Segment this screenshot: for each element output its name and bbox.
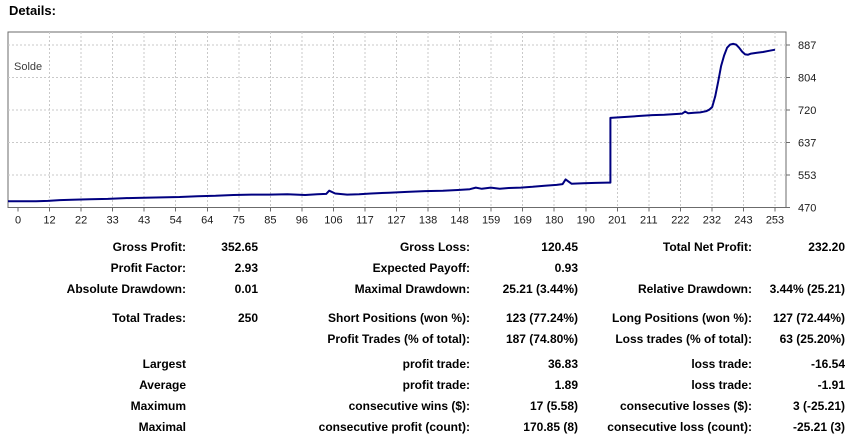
stat-label-col3: loss trade: bbox=[691, 377, 752, 392]
stat-value-col3: -25.21 (3) bbox=[792, 419, 845, 434]
stat-label-col3: Total Net Profit: bbox=[662, 239, 752, 254]
stats-table-row: Maximum consecutive wins ($): 17 (5.58) … bbox=[0, 395, 861, 416]
stat-value-col2: 120.45 bbox=[541, 239, 578, 254]
stat-label-col2: Profit Trades (% of total): bbox=[327, 331, 470, 346]
y-axis-tick-label: 804 bbox=[798, 72, 816, 84]
stat-label-col3: consecutive loss (count): bbox=[607, 419, 752, 434]
stat-value-col1: 2.93 bbox=[234, 260, 258, 275]
stat-value-col2: 25.21 (3.44%) bbox=[502, 281, 578, 296]
stats-table-row: Absolute Drawdown: 0.01 Maximal Drawdown… bbox=[0, 278, 861, 299]
x-axis-tick-label: 253 bbox=[766, 215, 784, 227]
stat-label-col2: profit trade: bbox=[402, 377, 470, 392]
stat-value-col2: 170.85 (8) bbox=[523, 419, 578, 434]
stat-value-col3: 3 (-25.21) bbox=[792, 398, 845, 413]
stats-table-row: Gross Profit: 352.65 Gross Loss: 120.45 … bbox=[0, 236, 861, 257]
stats-table-row: Profit Factor: 2.93 Expected Payoff: 0.9… bbox=[0, 257, 861, 278]
stat-label-col1: Absolute Drawdown: bbox=[66, 281, 186, 296]
stat-value-col2: 123 (77.24%) bbox=[505, 310, 578, 325]
x-axis-tick-label: 64 bbox=[201, 215, 213, 227]
x-axis-tick-label: 211 bbox=[640, 215, 658, 227]
stat-label-col3: Long Positions (won %): bbox=[612, 310, 752, 325]
stat-value-col1: 352.65 bbox=[221, 239, 258, 254]
stats-table-row: Maximal consecutive profit (count): 170.… bbox=[0, 416, 861, 435]
stat-label-col2: Gross Loss: bbox=[399, 239, 470, 254]
details-heading: Details: bbox=[9, 3, 56, 18]
stat-value-col3: 3.44% (25.21) bbox=[769, 281, 845, 296]
x-axis-tick-label: 43 bbox=[138, 215, 150, 227]
x-axis-tick-label: 96 bbox=[296, 215, 308, 227]
x-axis-tick-label: 190 bbox=[577, 215, 595, 227]
x-axis-tick-label: 106 bbox=[324, 215, 342, 227]
stat-label-col3: Relative Drawdown: bbox=[637, 281, 752, 296]
x-axis-tick-label: 180 bbox=[545, 215, 563, 227]
stat-label-col1: Gross Profit: bbox=[112, 239, 186, 254]
stat-value-col3: -16.54 bbox=[810, 356, 845, 371]
stats-table-row: Total Trades: 250 Short Positions (won %… bbox=[0, 307, 861, 328]
x-axis-tick-label: 222 bbox=[671, 215, 689, 227]
y-axis-tick-label: 637 bbox=[798, 137, 816, 149]
stats-table: Gross Profit: 352.65 Gross Loss: 120.45 … bbox=[0, 236, 861, 435]
x-axis-tick-label: 127 bbox=[387, 215, 405, 227]
stat-value-col1: 0.01 bbox=[234, 281, 258, 296]
balance-chart-canvas: 0 12 22 33 43 54 64 75 85 96 106 117 127 138 148 159 169… bbox=[7, 31, 816, 227]
x-axis-tick-label: 148 bbox=[450, 215, 468, 227]
x-axis-tick-label: 201 bbox=[608, 215, 626, 227]
x-axis-tick-label: 85 bbox=[264, 215, 276, 227]
stat-value-col2: 1.89 bbox=[554, 377, 578, 392]
stat-label-col1: Maximal bbox=[138, 419, 186, 434]
stat-value-col1: 250 bbox=[237, 310, 258, 325]
stat-value-col2: 17 (5.58) bbox=[529, 398, 578, 413]
stat-label-col1: Maximum bbox=[130, 398, 186, 413]
balance-chart: 0 12 22 33 43 54 64 75 85 96 106 117 127 138 148 159 169… bbox=[0, 25, 861, 230]
stat-value-col2: 187 (74.80%) bbox=[505, 331, 578, 346]
x-axis-tick-label: 243 bbox=[734, 215, 752, 227]
stat-value-col3: 63 (25.20%) bbox=[779, 331, 845, 346]
x-axis-tick-label: 33 bbox=[107, 215, 119, 227]
x-axis-tick-label: 232 bbox=[703, 215, 721, 227]
chart-series-label: Solde bbox=[14, 61, 43, 73]
stat-value-col2: 0.93 bbox=[554, 260, 578, 275]
y-axis-tick-label: 470 bbox=[798, 203, 816, 215]
stat-value-col3: -1.91 bbox=[817, 377, 845, 392]
x-axis-tick-label: 75 bbox=[233, 215, 245, 227]
y-axis-tick-label: 553 bbox=[798, 170, 816, 182]
stat-label-col2: consecutive wins ($): bbox=[348, 398, 470, 413]
stat-value-col3: 127 (72.44%) bbox=[772, 310, 845, 325]
stat-label-col2: consecutive profit (count): bbox=[318, 419, 470, 434]
x-axis-tick-label: 138 bbox=[419, 215, 437, 227]
x-axis-tick-label: 0 bbox=[15, 215, 21, 227]
stat-label-col2: Maximal Drawdown: bbox=[354, 281, 470, 296]
x-axis-tick-label: 169 bbox=[513, 215, 531, 227]
stats-table-row: Largest profit trade: 36.83 loss trade: … bbox=[0, 353, 861, 374]
stat-label-col2: profit trade: bbox=[402, 356, 470, 371]
stat-label-col2: Expected Payoff: bbox=[372, 260, 470, 275]
stat-value-col2: 36.83 bbox=[547, 356, 578, 371]
stat-label-col1: Total Trades: bbox=[112, 310, 186, 325]
x-axis-tick-label: 54 bbox=[170, 215, 182, 227]
stat-label-col3: consecutive losses ($): bbox=[619, 398, 752, 413]
stats-table-row: Profit Trades (% of total): 187 (74.80%)… bbox=[0, 328, 861, 349]
stats-table-row: Average profit trade: 1.89 loss trade: -… bbox=[0, 374, 861, 395]
x-axis-tick-label: 22 bbox=[75, 215, 87, 227]
x-axis-tick-label: 117 bbox=[356, 215, 374, 227]
stat-label-col1: Largest bbox=[142, 356, 186, 371]
stat-label-col3: loss trade: bbox=[691, 356, 752, 371]
stat-value-col3: 232.20 bbox=[808, 239, 845, 254]
x-axis-tick-label: 12 bbox=[43, 215, 55, 227]
balance-curve-line bbox=[8, 42, 776, 203]
stat-label-col3: Loss trades (% of total): bbox=[615, 331, 752, 346]
stat-label-col1: Profit Factor: bbox=[110, 260, 186, 275]
stat-label-col2: Short Positions (won %): bbox=[328, 310, 470, 325]
stat-label-col1: Average bbox=[139, 377, 186, 392]
x-axis-tick-label: 159 bbox=[482, 215, 500, 227]
y-axis-tick-label: 720 bbox=[798, 105, 816, 117]
y-axis-tick-label: 887 bbox=[798, 40, 816, 52]
